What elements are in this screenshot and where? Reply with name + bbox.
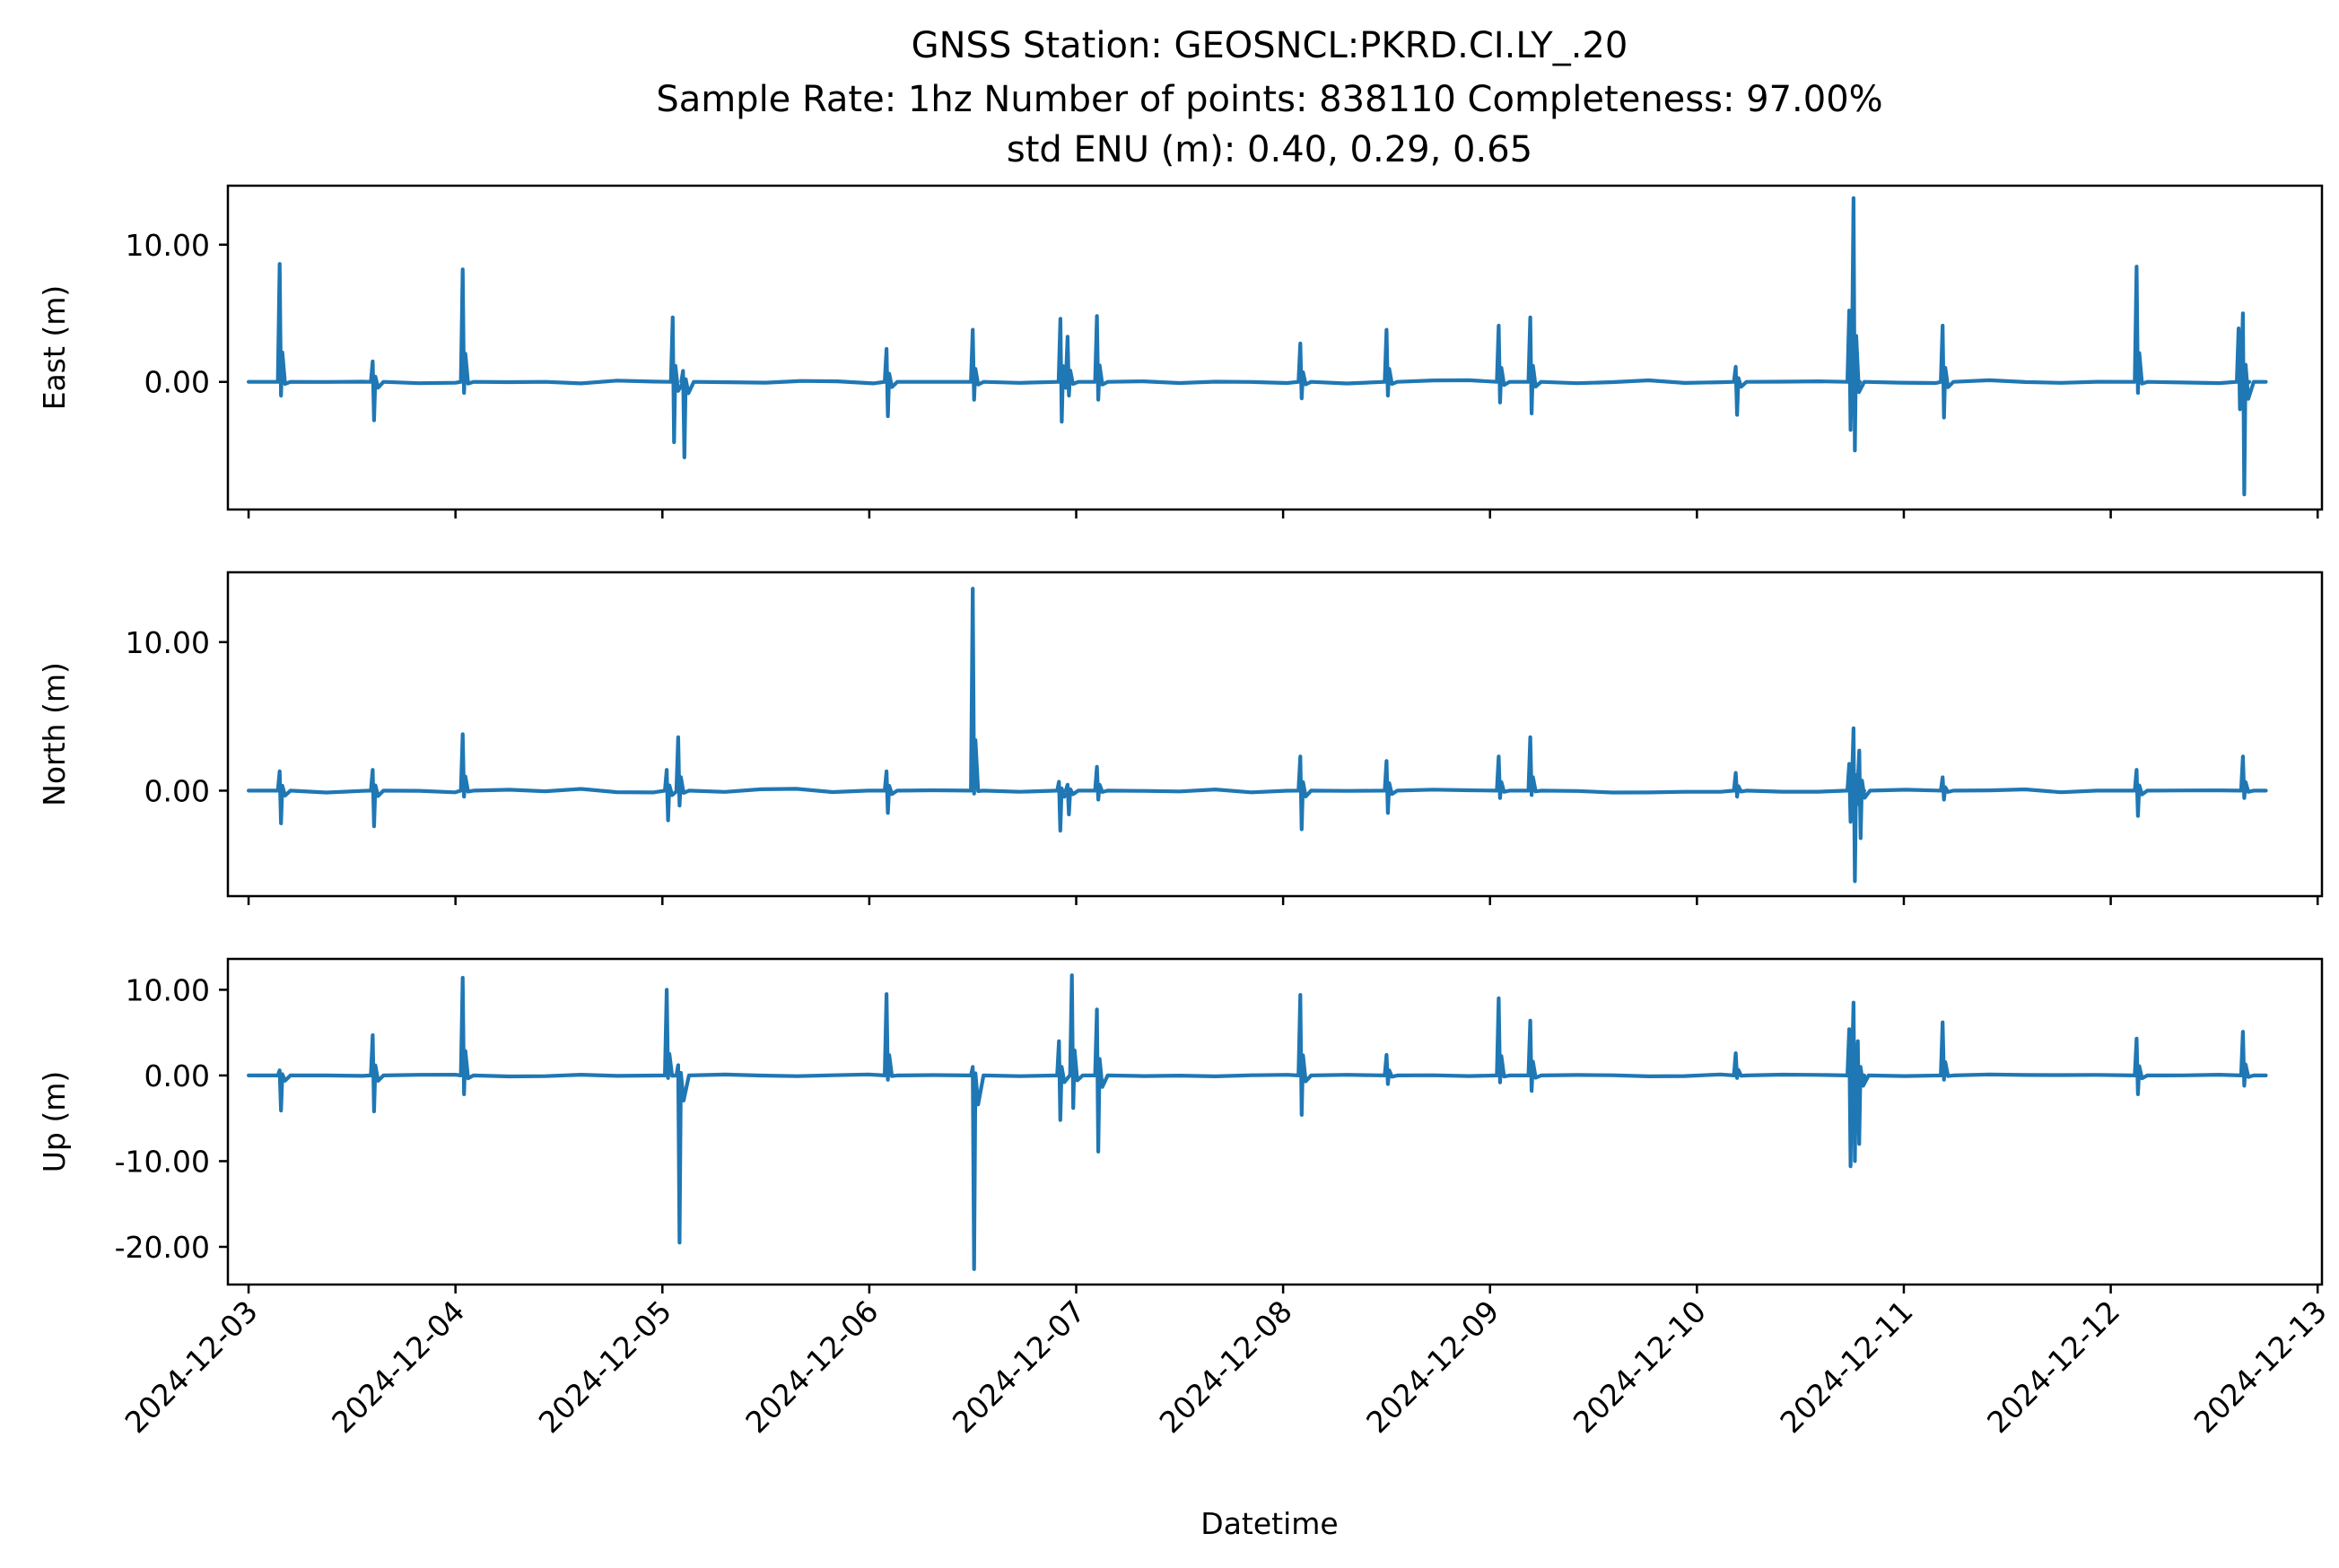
x-tick-label: 2024-12-12 [1980,1294,2126,1440]
y-axis-label: East (m) [37,285,72,411]
title-line-1: GNSS Station: GEOSNCL:PKRD.CI.LY_.20 [912,25,1628,66]
x-tick-label: 2024-12-07 [946,1294,1092,1440]
y-tick-label: 10.00 [126,972,210,1007]
chart-title: GNSS Station: GEOSNCL:PKRD.CI.LY_.20 Sam… [656,25,1882,170]
x-axis-label: Datetime [1200,1506,1338,1541]
series-line [247,587,2268,884]
x-tick-label: 2024-12-05 [532,1294,678,1440]
plot-frame [226,957,2324,1286]
plot-frame [226,571,2324,898]
y-tick-label: 0.00 [144,773,210,808]
x-tick-label: 2024-12-11 [1773,1294,1919,1440]
series-line [247,196,2268,497]
y-tick-label: -10.00 [115,1144,210,1179]
y-tick-label: 0.00 [144,1058,210,1093]
x-tick-label: 2024-12-13 [2187,1294,2334,1440]
x-tick-label: 2024-12-06 [738,1294,885,1440]
y-tick-label: 10.00 [126,228,210,263]
title-line-2: Sample Rate: 1hz Number of points: 83811… [656,79,1882,120]
panel-east: 10.00 0.00 East (m) [37,184,2324,518]
x-tick-label: 2024-12-09 [1359,1294,1506,1440]
title-line-3: std ENU (m): 0.40, 0.29, 0.65 [1007,129,1532,170]
y-tick-label: 10.00 [126,625,210,660]
series-line [247,973,2268,1271]
y-axis-label: North (m) [37,662,72,806]
y-tick-label: 0.00 [144,365,210,400]
y-axis-label: Up (m) [37,1071,72,1173]
y-tick-label: -20.00 [115,1230,210,1265]
x-tick-label: 2024-12-10 [1567,1294,1713,1440]
panel-up: 10.00 0.00 -10.00 -20.00 Up (m) 2024-12-03 202… [37,957,2334,1440]
x-tick-label: 2024-12-04 [325,1294,471,1440]
x-tick-label: 2024-12-03 [118,1294,265,1440]
x-tick-label: 2024-12-08 [1153,1294,1299,1440]
plot-frame [226,184,2324,511]
panel-north: 10.00 0.00 North (m) [37,571,2324,905]
